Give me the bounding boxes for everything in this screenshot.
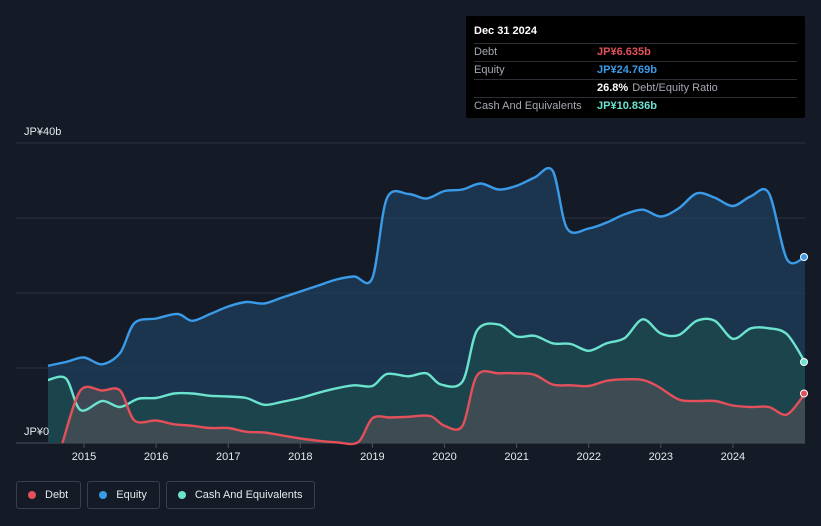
x-tick-label: 2021 (504, 451, 528, 463)
x-tick-label: 2024 (721, 451, 745, 463)
x-tick-labels: 2015 2016 2017 2018 2019 2020 2021 2022 2023 2024 (72, 443, 745, 463)
line-equity (47, 166, 806, 367)
x-tick-label: 2019 (360, 451, 384, 463)
x-tick-label: 2020 (432, 451, 456, 463)
legend-dot-icon (99, 491, 108, 499)
legend-item-equity[interactable]: Equity (87, 481, 160, 509)
tooltip-row-debt: Debt JP¥6.635b (474, 44, 797, 62)
x-tick-label: 2023 (649, 451, 673, 463)
tooltip-label: Debt (474, 46, 498, 58)
legend-item-cash[interactable]: Cash And Equivalents (165, 481, 316, 509)
legend-item-debt[interactable]: Debt (16, 481, 82, 509)
end-marker-debt (800, 389, 808, 398)
end-marker-cash-and-equivalents (800, 358, 808, 366)
tooltip-label (474, 80, 597, 97)
end-marker-equity (800, 253, 808, 261)
series-lines (47, 166, 807, 446)
tooltip-date: Dec 31 2024 (474, 24, 797, 44)
tooltip-value-cash: JP¥10.836b (597, 100, 657, 112)
tooltip-label: Equity (474, 64, 505, 76)
x-tick-label: 2016 (144, 451, 168, 463)
legend-label: Cash And Equivalents (194, 489, 303, 501)
x-tick-label: 2015 (72, 451, 96, 463)
tooltip-value-equity: JP¥24.769b (597, 64, 657, 76)
legend-label: Equity (116, 489, 147, 501)
chart-legend: Debt Equity Cash And Equivalents (16, 481, 316, 509)
line-cash-and-equivalents (47, 317, 807, 412)
legend-dot-icon (177, 491, 186, 499)
area-debt (62, 371, 805, 445)
tooltip-value-debt: JP¥6.635b (597, 46, 651, 58)
x-tick-label: 2018 (288, 451, 312, 463)
tooltip-row-equity: Equity JP¥24.769b (474, 62, 797, 80)
tooltip-value-ratio: 26.8% (597, 82, 629, 94)
series-areas (48, 168, 805, 445)
legend-label: Debt (45, 489, 69, 501)
data-tooltip: Dec 31 2024 Debt JP¥6.635b Equity JP¥24.… (466, 16, 805, 118)
legend-dot-icon (28, 491, 36, 499)
x-tick-label: 2022 (576, 451, 600, 463)
tooltip-label: Cash And Equivalents (474, 100, 582, 112)
y-axis-bottom-label: JP¥0 (24, 426, 49, 438)
series-end-markers (800, 253, 808, 398)
y-axis-top-label: JP¥40b (24, 126, 61, 138)
tooltip-row-ratio: 26.8% Debt/Equity Ratio (474, 80, 797, 98)
line-debt (61, 369, 806, 446)
tooltip-row-cash: Cash And Equivalents JP¥10.836b (474, 98, 797, 115)
x-tick-label: 2017 (216, 451, 240, 463)
tooltip-ratio-caption: Debt/Equity Ratio (632, 82, 718, 94)
